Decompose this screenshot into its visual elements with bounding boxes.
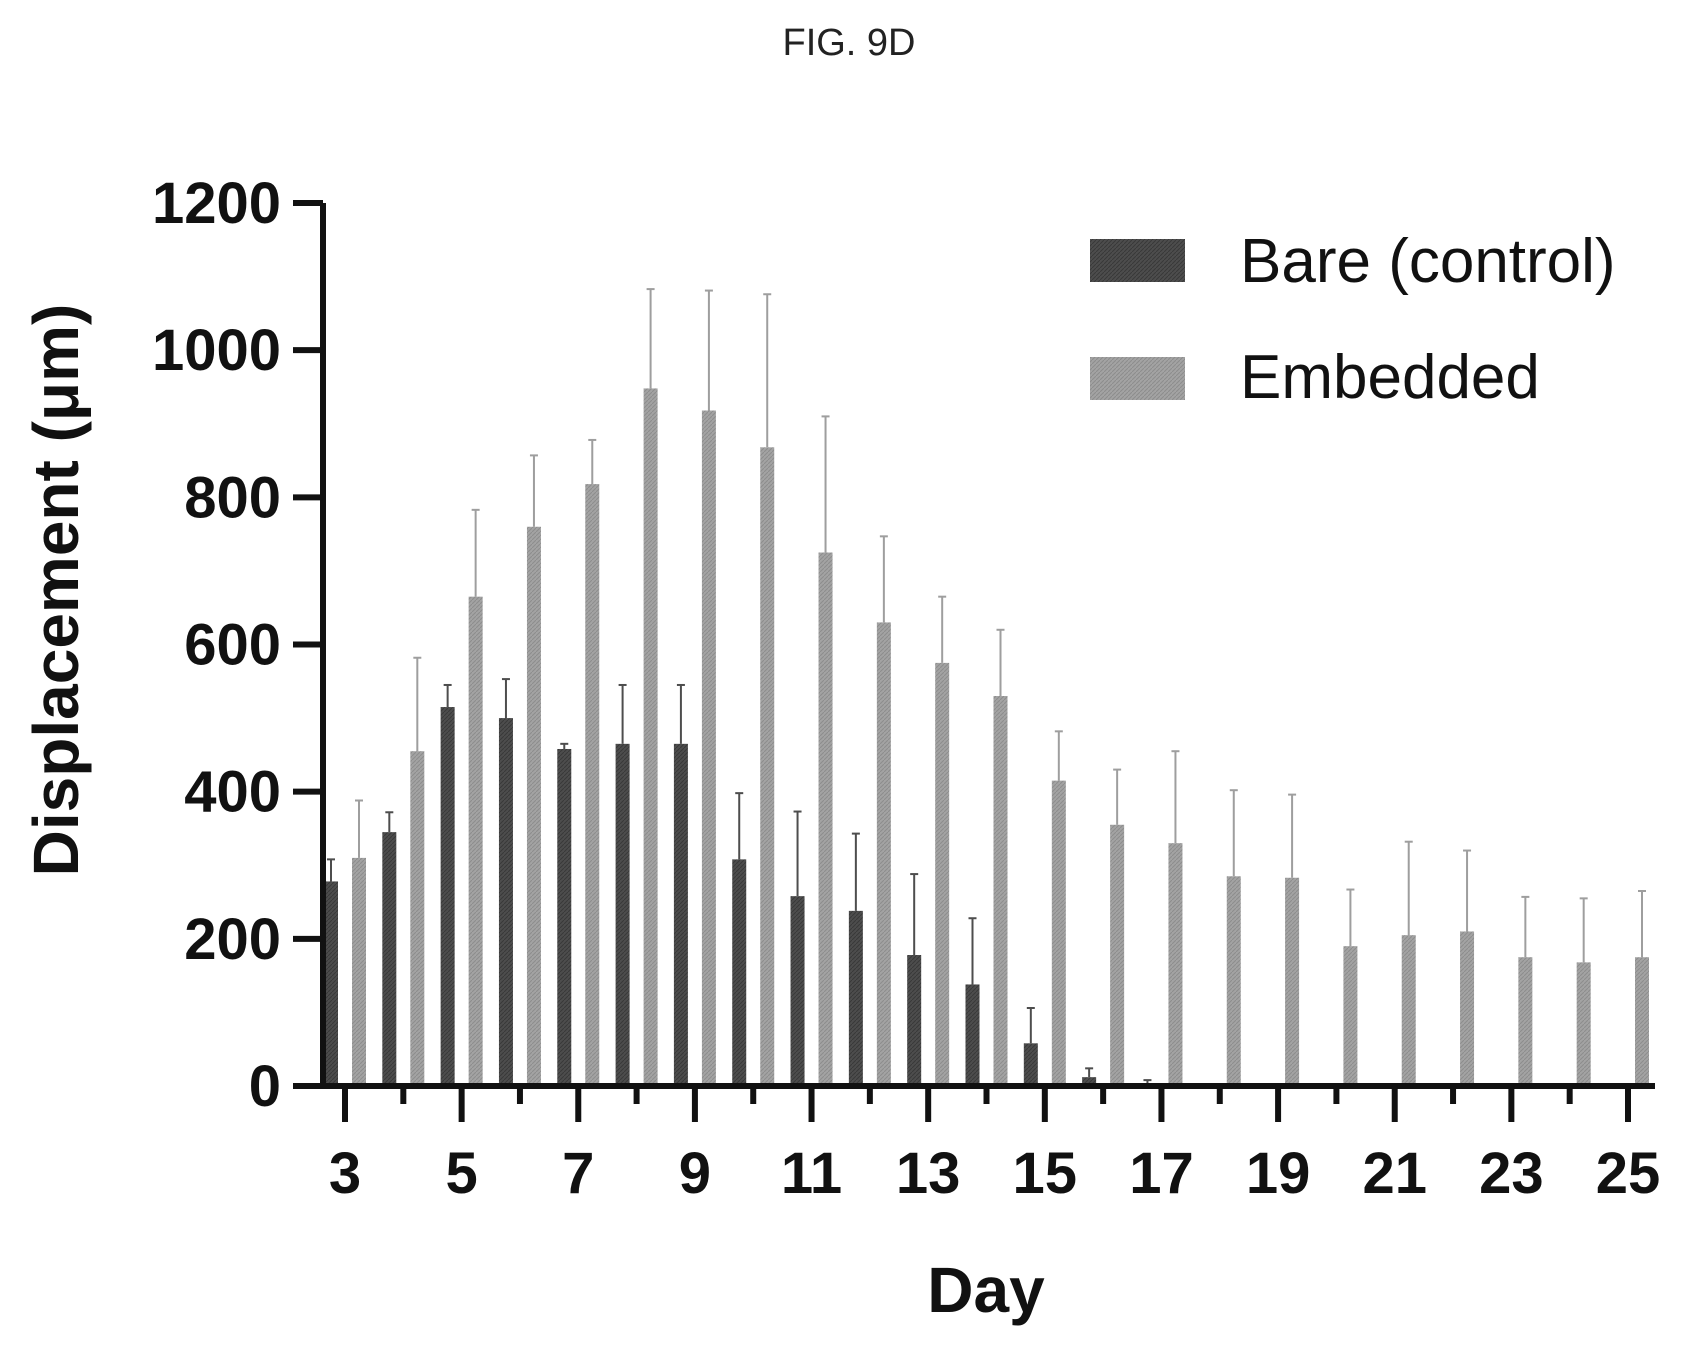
bar-bare-day-6 — [498, 718, 513, 1086]
bar-bare-day-7 — [557, 748, 572, 1086]
bar-embedded-day-25 — [1635, 957, 1649, 1086]
bar-embedded-day-23 — [1518, 957, 1533, 1086]
bar-embedded-day-16 — [1110, 824, 1125, 1086]
x-tick-label-11: 11 — [781, 1141, 842, 1206]
bar-embedded-day-9 — [701, 410, 716, 1086]
y-tick-label-1200: 1200 — [152, 171, 281, 236]
bar-embedded-day-21 — [1401, 935, 1416, 1086]
bar-bare-day-11 — [790, 896, 805, 1086]
bar-embedded-day-7 — [585, 484, 600, 1086]
x-tick-label-15: 15 — [1013, 1141, 1078, 1206]
x-axis-label: Day — [927, 1254, 1045, 1326]
axes — [320, 203, 1655, 1089]
bar-bare-day-4 — [382, 832, 397, 1086]
legend: Bare (control) Embedded — [1090, 227, 1616, 412]
x-tick-label-13: 13 — [896, 1141, 961, 1206]
bar-bare-day-8 — [615, 743, 630, 1086]
bar-bare-day-3 — [324, 881, 338, 1086]
y-tick-label-0: 0 — [249, 1054, 281, 1119]
legend-swatch-bare — [1090, 239, 1185, 282]
x-tick-label-25: 25 — [1596, 1141, 1661, 1206]
bar-bare-day-5 — [440, 707, 455, 1086]
bar-embedded-day-20 — [1343, 946, 1358, 1086]
y-tick-label-200: 200 — [184, 907, 281, 972]
bar-embedded-day-14 — [993, 696, 1008, 1086]
bar-bare-day-15 — [1023, 1043, 1038, 1086]
x-tick-label-5: 5 — [446, 1141, 478, 1206]
y-tick-label-1000: 1000 — [152, 318, 281, 383]
bar-bare-day-9 — [673, 743, 688, 1086]
y-axis-ticks: 0 200 400 600 800 1000 1200 — [152, 171, 323, 1119]
legend-label-embedded: Embedded — [1240, 343, 1540, 412]
bar-bare-day-12 — [848, 910, 863, 1086]
x-tick-label-3: 3 — [329, 1141, 361, 1206]
y-tick-label-600: 600 — [184, 613, 281, 678]
bar-embedded-day-11 — [818, 552, 833, 1086]
figure-label: FIG. 9D — [782, 22, 915, 64]
bar-bare-day-16 — [1082, 1077, 1097, 1086]
bar-bare-day-10 — [732, 859, 747, 1086]
bar-bare-day-14 — [965, 984, 980, 1086]
x-axis-ticks: 3 5 7 9 11 13 15 17 19 21 23 25 — [329, 1086, 1660, 1206]
bar-embedded-day-15 — [1051, 780, 1066, 1086]
legend-label-bare: Bare (control) — [1240, 227, 1616, 296]
bar-bare-day-13 — [907, 955, 922, 1086]
error-bars-layer — [327, 288, 1646, 1084]
x-tick-label-19: 19 — [1246, 1141, 1311, 1206]
bars-layer — [324, 388, 1649, 1087]
legend-swatch-embedded — [1090, 357, 1185, 400]
y-axis-label: Displacement (μm) — [20, 304, 92, 877]
bar-embedded-day-22 — [1460, 931, 1475, 1086]
bar-embedded-day-6 — [526, 526, 541, 1086]
bar-embedded-day-18 — [1226, 876, 1241, 1086]
bar-embedded-day-17 — [1168, 843, 1183, 1086]
x-tick-label-9: 9 — [679, 1141, 711, 1206]
x-tick-label-17: 17 — [1129, 1141, 1194, 1206]
bar-embedded-day-10 — [760, 447, 775, 1087]
bar-embedded-day-4 — [410, 751, 425, 1086]
bar-embedded-day-8 — [643, 388, 658, 1086]
bar-embedded-day-12 — [876, 622, 891, 1086]
bar-embedded-day-5 — [468, 596, 483, 1086]
bar-embedded-day-19 — [1285, 877, 1300, 1086]
x-tick-label-7: 7 — [562, 1141, 594, 1206]
y-tick-label-400: 400 — [184, 760, 281, 825]
bar-embedded-day-3 — [352, 857, 366, 1086]
x-tick-label-21: 21 — [1362, 1141, 1427, 1206]
bar-embedded-day-13 — [935, 662, 950, 1086]
bar-embedded-day-24 — [1576, 962, 1591, 1086]
x-tick-label-23: 23 — [1479, 1141, 1544, 1206]
y-tick-label-800: 800 — [184, 465, 281, 530]
